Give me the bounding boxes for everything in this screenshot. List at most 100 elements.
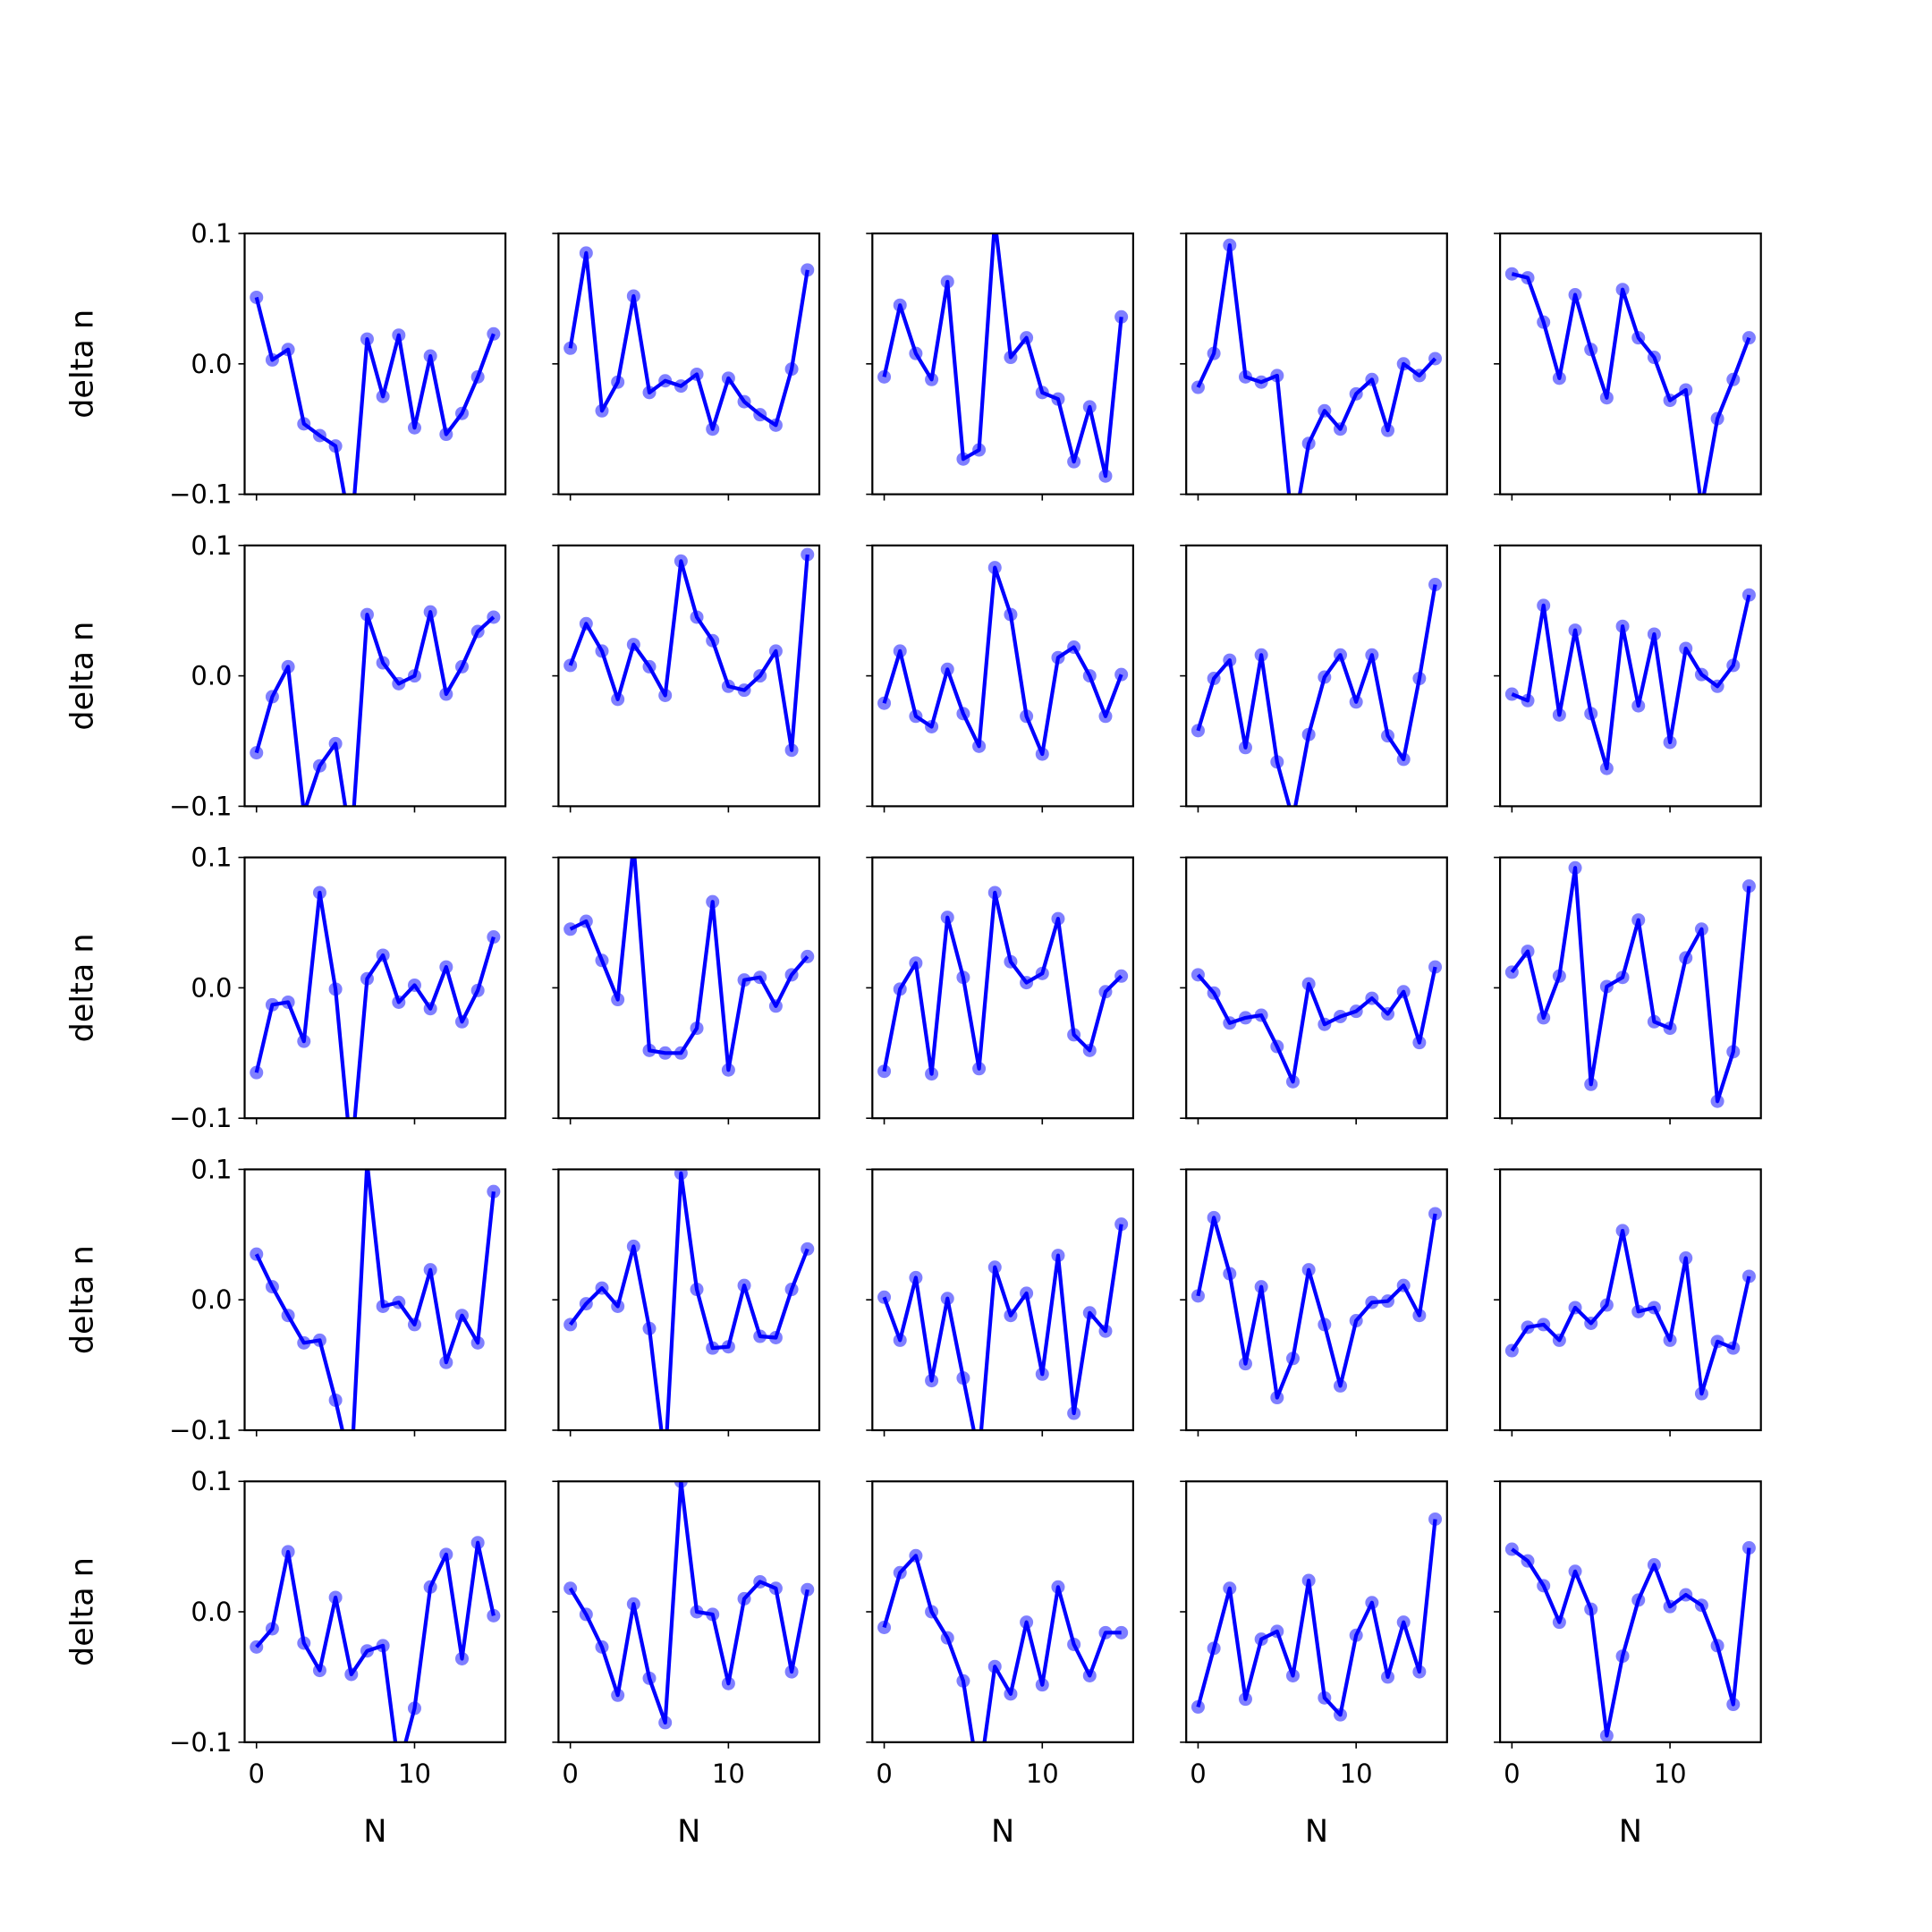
marker xyxy=(801,547,815,562)
x-tick-label: 0 xyxy=(1504,1758,1520,1789)
y-axis-label: delta n xyxy=(65,933,101,1042)
line xyxy=(882,565,1123,757)
y-tick-label: −0.1 xyxy=(169,1415,232,1445)
marker xyxy=(1741,879,1756,894)
y-tick-label: 0.0 xyxy=(191,1597,232,1627)
x-tick-label: 10 xyxy=(1654,1758,1687,1789)
plot-area xyxy=(877,886,1129,1081)
plot-area xyxy=(564,857,815,1077)
line xyxy=(1511,272,1751,495)
line xyxy=(568,1171,809,1431)
x-tick-label: 10 xyxy=(1340,1758,1373,1789)
line xyxy=(1511,594,1751,771)
plot-area xyxy=(1191,578,1443,807)
plot-area xyxy=(877,1217,1129,1431)
marker xyxy=(1191,380,1205,394)
marker xyxy=(487,1184,501,1199)
x-axis-label: N xyxy=(677,1814,700,1850)
line xyxy=(254,1169,496,1431)
plot-area xyxy=(877,233,1129,483)
plot-area xyxy=(250,886,501,1119)
marker xyxy=(1741,1269,1756,1284)
x-tick-label: 0 xyxy=(562,1758,578,1789)
plot-area xyxy=(564,1481,815,1730)
plot-area xyxy=(1504,267,1756,495)
y-tick-label: −0.1 xyxy=(169,791,232,821)
plot-area xyxy=(877,561,1129,761)
plot-area xyxy=(1504,1541,1756,1742)
line xyxy=(1510,1228,1751,1396)
line xyxy=(254,296,496,495)
x-tick-label: 0 xyxy=(876,1758,892,1789)
plot-area xyxy=(1191,238,1443,495)
marker xyxy=(564,341,578,355)
line xyxy=(882,233,1123,479)
line xyxy=(255,1540,496,1742)
marker xyxy=(1741,1541,1756,1555)
y-tick-label: 0.0 xyxy=(191,972,232,1003)
plot-area xyxy=(564,1169,815,1431)
y-tick-label: 0.1 xyxy=(191,1154,232,1184)
line xyxy=(882,890,1123,1076)
y-tick-label: 0.1 xyxy=(191,1466,232,1496)
marker xyxy=(1191,1699,1205,1714)
line xyxy=(254,610,496,807)
plot-area xyxy=(250,605,501,807)
line xyxy=(254,890,496,1119)
plot-area xyxy=(250,1536,501,1742)
line xyxy=(1196,1519,1437,1717)
line xyxy=(568,250,809,431)
line xyxy=(1196,584,1437,807)
line xyxy=(1196,1213,1437,1400)
line xyxy=(568,554,809,752)
plot-area xyxy=(250,290,501,495)
line xyxy=(882,1224,1123,1431)
x-axis-label: N xyxy=(363,1814,386,1850)
line xyxy=(1510,866,1751,1104)
y-axis-label: delta n xyxy=(65,1245,101,1354)
line xyxy=(1511,1547,1751,1738)
line xyxy=(1196,966,1437,1084)
x-tick-label: 10 xyxy=(712,1758,745,1789)
y-tick-label: 0.0 xyxy=(191,1284,232,1315)
x-axis-label: N xyxy=(1619,1814,1642,1850)
y-tick-label: 0.0 xyxy=(191,661,232,691)
line xyxy=(569,857,809,1072)
line xyxy=(568,1481,809,1725)
line xyxy=(1196,243,1437,495)
marker xyxy=(487,326,501,341)
marker xyxy=(487,1608,501,1623)
x-tick-label: 0 xyxy=(249,1758,265,1789)
marker xyxy=(487,930,501,945)
plot-area xyxy=(564,547,815,758)
plot-area xyxy=(250,1169,501,1431)
x-tick-label: 0 xyxy=(1190,1758,1206,1789)
y-tick-label: −0.1 xyxy=(169,1103,232,1133)
plot-area xyxy=(564,246,815,436)
plot-area xyxy=(1504,860,1756,1108)
x-axis-label: N xyxy=(1305,1814,1328,1850)
y-tick-label: 0.0 xyxy=(191,349,232,379)
plot-area xyxy=(1504,1224,1756,1401)
plot-area xyxy=(1504,588,1756,775)
marker xyxy=(877,1064,892,1079)
marker xyxy=(250,746,264,760)
y-axis-label: delta n xyxy=(65,622,101,731)
y-axis-label: delta n xyxy=(65,309,101,419)
y-axis-label: delta n xyxy=(65,1557,101,1666)
marker xyxy=(1114,1217,1129,1232)
y-tick-label: −0.1 xyxy=(169,1727,232,1758)
plot-area xyxy=(1191,1207,1443,1405)
line xyxy=(882,1554,1122,1742)
y-tick-label: 0.1 xyxy=(191,218,232,249)
x-tick-label: 10 xyxy=(398,1758,431,1789)
x-axis-label: N xyxy=(991,1814,1014,1850)
x-tick-label: 10 xyxy=(1026,1758,1059,1789)
y-tick-label: −0.1 xyxy=(169,479,232,510)
y-tick-label: 0.1 xyxy=(191,843,232,873)
plot-area xyxy=(1191,960,1443,1089)
plot-area xyxy=(1191,1512,1443,1722)
marker xyxy=(801,1241,815,1256)
